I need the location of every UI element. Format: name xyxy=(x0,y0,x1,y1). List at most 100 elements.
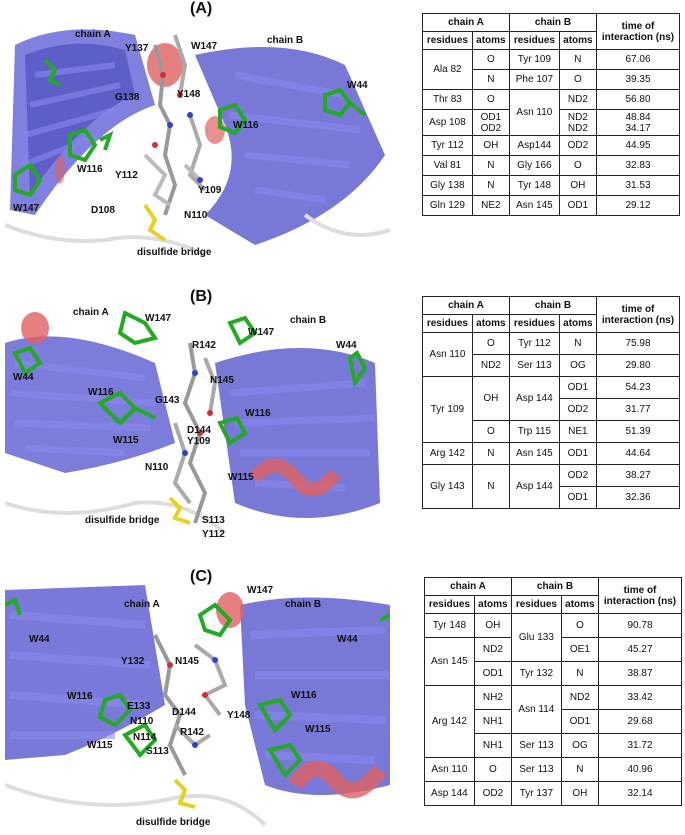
residue-label: W115 xyxy=(87,740,113,751)
table-cell: OD2 xyxy=(558,464,598,487)
table-cell: Tyr 112 xyxy=(422,135,473,156)
table-cell: Tyr 137 xyxy=(510,781,562,806)
table-row: Gly 143 N Asp 144 OD2 38.27 xyxy=(422,464,680,509)
table-row: NH1 OD1 29.68 xyxy=(425,709,682,734)
residue-label: W115 xyxy=(305,724,331,735)
header-chain-a: chain A xyxy=(422,296,510,315)
panel-b-label: (B) xyxy=(190,288,213,305)
table-row: Arg 142 NH2 Asn 114 ND2 33.42 xyxy=(424,685,682,758)
table-cell: Asp 144 xyxy=(508,376,560,421)
table-cell: OH xyxy=(471,135,510,156)
header-residues: residues xyxy=(424,595,475,614)
table-cell: 48.84 34.17 xyxy=(596,109,680,136)
header-chain-b: chain B xyxy=(510,577,600,596)
table-cell: N xyxy=(558,332,598,355)
table-cell: 32.83 xyxy=(596,155,680,176)
table-row: Tyr 148 OH Glu 133 O 90.78 xyxy=(424,613,682,662)
table-cell: N xyxy=(558,49,598,70)
table-row: Gly 138 N Tyr 148 OH 31.53 xyxy=(422,175,680,196)
disulfide-bridge-label: disulfide bridge xyxy=(136,817,211,828)
table-cell: OH xyxy=(473,613,512,638)
residue-label: Y132 xyxy=(121,656,145,667)
table-row: OD1 32.36 xyxy=(423,486,680,509)
residue-label: Y112 xyxy=(115,170,138,181)
table-cell: 56.80 xyxy=(596,89,680,110)
residue-label: G138 xyxy=(115,92,140,103)
table-cell: O xyxy=(471,89,510,110)
table-cell: OD2 xyxy=(558,398,598,421)
table-row: Asp 108 OD1 OD2 ND2 ND2 48.84 34.17 xyxy=(422,109,680,136)
table-cell: Tyr 132 xyxy=(510,661,562,686)
table-cell: NE1 xyxy=(558,420,598,443)
table-cell: NH1 xyxy=(473,733,512,758)
table-cell: 29.80 xyxy=(596,354,680,377)
table-cell: OH xyxy=(471,376,510,421)
residue-label: Y112 xyxy=(202,529,225,540)
table-cell: Tyr 148 xyxy=(508,175,560,196)
table-cell: OD2 xyxy=(558,135,598,156)
residue-label: S113 xyxy=(202,515,225,526)
chain-b-label: chain B xyxy=(290,315,326,326)
residue-label: R142 xyxy=(192,340,216,351)
table-cell: Asn 110 xyxy=(424,757,475,782)
table-cell: 31.72 xyxy=(598,733,682,758)
residue-label: Y148 xyxy=(227,710,251,721)
table-cell: N xyxy=(560,661,600,686)
residue-label: W44 xyxy=(336,340,357,351)
residue-label: W147 xyxy=(13,203,40,214)
table-cell: Asn 110 xyxy=(508,89,560,136)
table-cell: ND2 xyxy=(473,637,512,662)
interaction-table-a: chain A chain B time of interaction (ns)… xyxy=(422,13,680,216)
table-cell: OH xyxy=(558,175,598,196)
residue-label: W116 xyxy=(67,691,93,702)
residue-label: R142 xyxy=(180,727,204,738)
table-cell: OD2 xyxy=(473,781,512,806)
residue-label: N110 xyxy=(184,210,208,221)
table-cell: Gly 138 xyxy=(422,175,473,196)
table-cell: O xyxy=(471,49,510,70)
header-chain-b: chain B xyxy=(508,296,598,315)
residue-label: Y109 xyxy=(198,185,222,196)
residue-label: N110 xyxy=(145,462,169,473)
interaction-table-b: chain A chain B time of interaction (ns)… xyxy=(422,296,680,509)
residue-label: D144 xyxy=(187,425,211,436)
residue-label: W116 xyxy=(245,408,271,419)
table-cell: O xyxy=(473,757,512,782)
table-cell: 67.06 xyxy=(596,49,680,70)
table-row: Tyr 112 OH Asp144 OD2 44.95 xyxy=(422,135,680,156)
table-cell: 31.53 xyxy=(596,175,680,196)
table-cell: 39.35 xyxy=(596,69,680,90)
table-cell: OD1 xyxy=(558,195,598,216)
table-cell: 38.87 xyxy=(598,661,682,686)
residue-label: W116 xyxy=(233,120,259,131)
header-chain-b: chain B xyxy=(508,13,598,32)
chain-a-label: chain A xyxy=(124,599,160,610)
header-time: time of interaction (ns) xyxy=(598,577,682,614)
table-cell: Asp 144 xyxy=(424,781,475,806)
residue-label: W115 xyxy=(113,435,139,446)
chain-a-label: chain A xyxy=(73,307,109,318)
table-cell: Tyr 109 xyxy=(422,376,473,443)
table-cell: OG xyxy=(558,354,598,377)
residue-label: W44 xyxy=(337,634,358,645)
table-cell: 29.12 xyxy=(596,195,680,216)
table-cell: OD1 xyxy=(473,661,512,686)
residue-label: Y137 xyxy=(125,43,149,54)
header-atoms: atoms xyxy=(471,31,510,50)
header-chain-a: chain A xyxy=(424,577,512,596)
header-residues: residues xyxy=(510,595,562,614)
table-row: Val 81 N Gly 166 O 32.83 xyxy=(422,155,680,176)
header-time: time of interaction (ns) xyxy=(596,296,680,333)
table-row: OD1 Tyr 132 N 38.87 xyxy=(425,661,682,686)
table-row: O Trp 115 NE1 51.39 xyxy=(423,420,680,443)
table-row: Ala 82 O Tyr 109 N 67.06 xyxy=(422,49,680,90)
residue-label: W147 xyxy=(247,585,274,596)
table-cell: Tyr 148 xyxy=(424,613,475,638)
table-cell: 75.98 xyxy=(596,332,680,355)
header-atoms: atoms xyxy=(471,314,510,333)
disulfide-bridge-label: disulfide bridge xyxy=(85,515,160,526)
table-cell: 29.68 xyxy=(598,709,682,734)
residue-label: W147 xyxy=(248,327,275,338)
chain-b-label: chain B xyxy=(285,599,321,610)
header-atoms: atoms xyxy=(558,314,598,333)
